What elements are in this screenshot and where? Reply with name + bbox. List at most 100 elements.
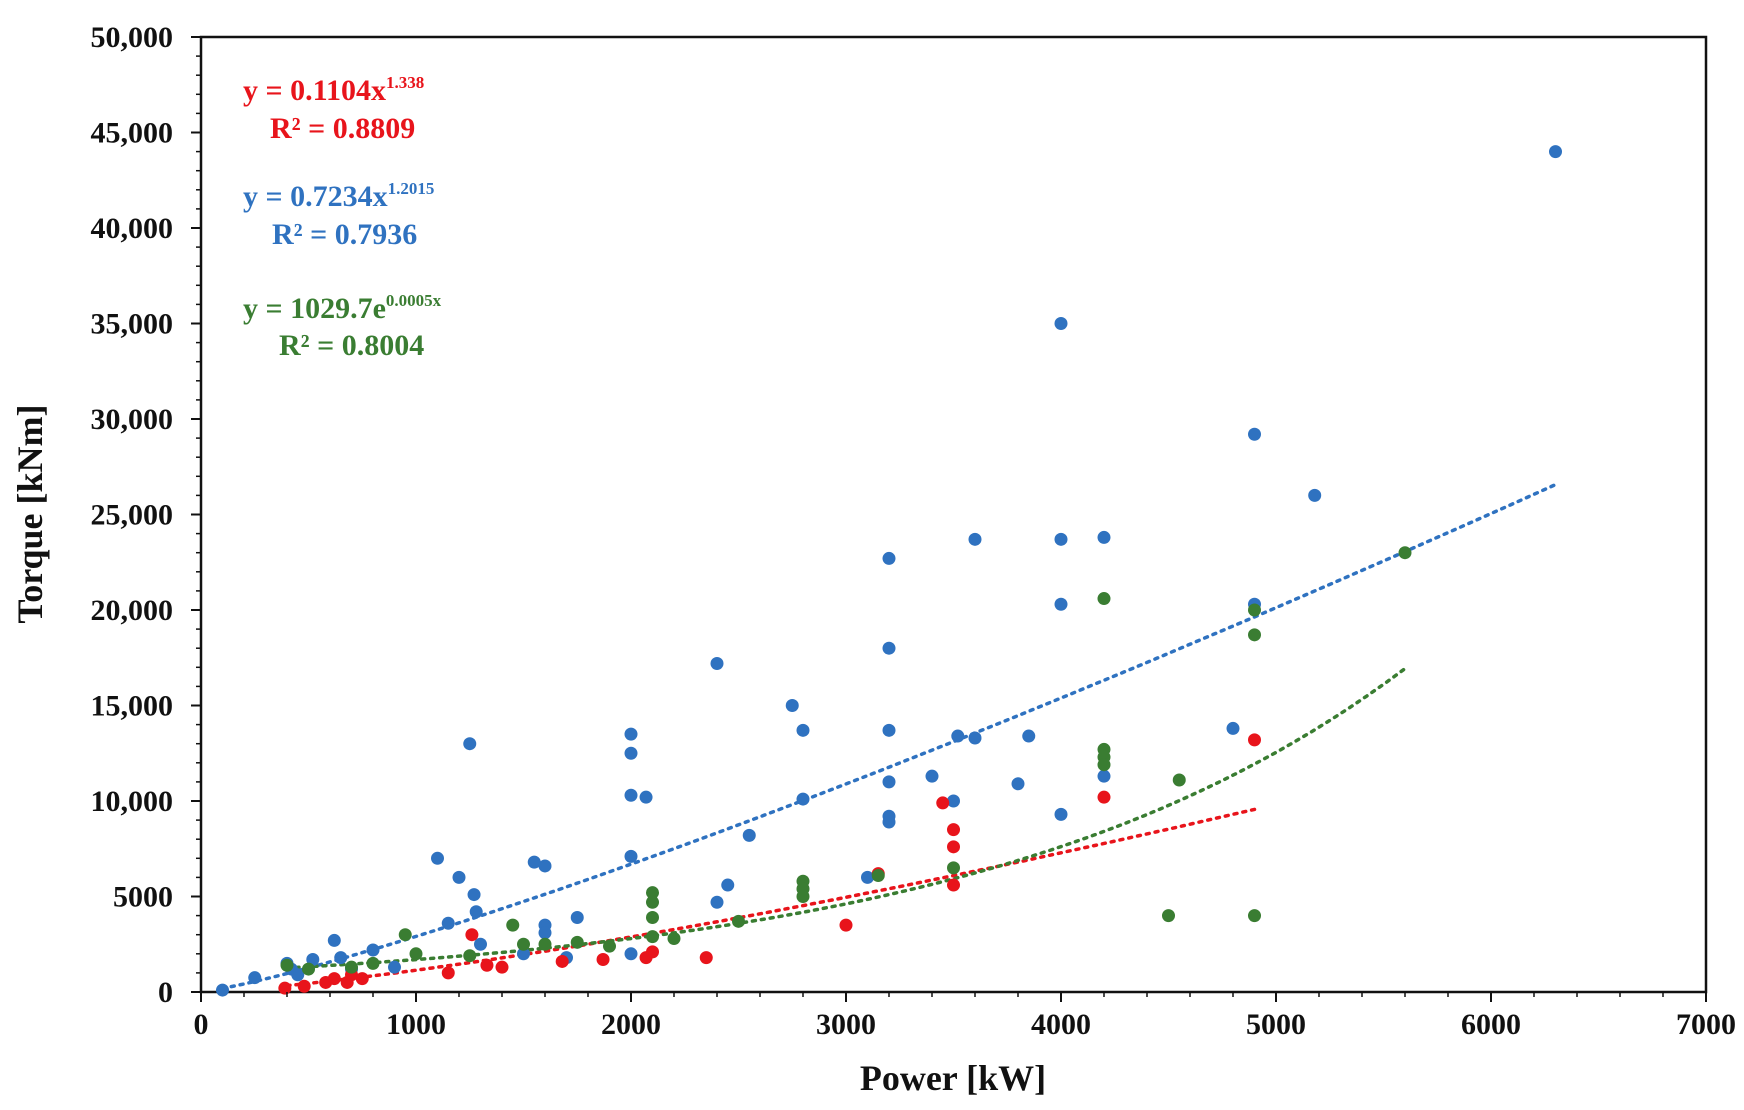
x-tick-label: 2000 bbox=[601, 1008, 661, 1041]
x-axis-title: Power [kW] bbox=[860, 1058, 1046, 1098]
blue-data-point bbox=[1248, 427, 1261, 441]
green-data-point bbox=[345, 960, 358, 974]
svg-text:y = 1029.7e0.0005x: y = 1029.7e0.0005x bbox=[243, 291, 442, 325]
blue-data-point bbox=[624, 947, 638, 961]
trendlines bbox=[220, 482, 1558, 991]
green-r2-text: R² = 0.8004 bbox=[279, 329, 424, 362]
green-equation-exponent: 0.0005x bbox=[386, 291, 442, 310]
blue-data-point bbox=[366, 943, 380, 957]
blue-data-point bbox=[291, 968, 305, 982]
green-data-point bbox=[463, 949, 477, 963]
red-data-point bbox=[441, 966, 455, 980]
red-data-point bbox=[936, 796, 950, 810]
blue-data-point bbox=[624, 727, 638, 741]
red-data-point bbox=[465, 928, 479, 942]
blue-data-point bbox=[796, 792, 810, 806]
green-data-point bbox=[1248, 628, 1261, 642]
green-data-point bbox=[646, 911, 659, 925]
blue-data-point bbox=[968, 731, 982, 745]
axis-ticks: 0 1000 2000 3000 4000 5000 6000 7000 0 5000 10,000… bbox=[91, 21, 1737, 1041]
blue-trendline bbox=[220, 482, 1558, 991]
blue-data-point bbox=[925, 769, 939, 783]
green-data-point bbox=[517, 937, 530, 951]
red-trendline bbox=[285, 807, 1257, 988]
red-data-point bbox=[278, 981, 292, 995]
green-data-point bbox=[1398, 546, 1412, 560]
blue-data-point bbox=[1549, 145, 1562, 159]
green-data-point bbox=[1248, 909, 1261, 923]
green-data-point bbox=[570, 935, 584, 949]
blue-data-point bbox=[1054, 317, 1068, 330]
blue-data-point bbox=[467, 888, 481, 902]
y-tick-label: 20,000 bbox=[91, 594, 174, 627]
x-tick-label: 6000 bbox=[1461, 1008, 1521, 1041]
red-data-point bbox=[947, 878, 960, 892]
y-tick-label: 30,000 bbox=[91, 403, 174, 436]
svg-text:y = 0.7234x1.2015: y = 0.7234x1.2015 bbox=[243, 179, 434, 213]
y-axis-title: Torque [kNm] bbox=[10, 404, 50, 623]
red-data-point bbox=[495, 960, 509, 974]
blue-data-point bbox=[441, 916, 455, 930]
red-equation-annotation: y = 0.1104x1.338 R² = 0.8809 bbox=[243, 73, 424, 145]
blue-data-point bbox=[710, 895, 724, 909]
green-data-point bbox=[947, 861, 960, 875]
blue-data-point bbox=[1022, 729, 1036, 743]
red-data-point bbox=[327, 972, 341, 986]
y-tick-label: 45,000 bbox=[91, 117, 174, 150]
green-data-point bbox=[667, 932, 681, 946]
red-data-point bbox=[947, 823, 960, 837]
blue-data-point bbox=[327, 933, 341, 947]
blue-data-point bbox=[1226, 721, 1240, 735]
green-data-point bbox=[646, 930, 659, 944]
blue-data-point bbox=[1097, 530, 1111, 544]
green-trendline bbox=[285, 666, 1407, 970]
red-equation-text: y = 0.1104x bbox=[243, 74, 386, 107]
y-tick-label: 15,000 bbox=[91, 690, 174, 723]
blue-data-point bbox=[624, 849, 638, 863]
blue-data-point bbox=[882, 723, 896, 737]
blue-data-point bbox=[710, 656, 724, 670]
y-tick-label: 40,000 bbox=[91, 212, 174, 245]
y-tick-label: 50,000 bbox=[91, 21, 174, 54]
x-tick-label: 0 bbox=[194, 1008, 209, 1041]
green-data-point bbox=[409, 947, 423, 961]
red-data-point bbox=[839, 918, 853, 932]
blue-data-point bbox=[538, 926, 552, 940]
blue-data-point bbox=[1054, 532, 1068, 546]
red-data-point bbox=[699, 951, 713, 965]
green-data-point bbox=[796, 890, 810, 903]
blue-data-point bbox=[785, 699, 799, 712]
green-data-point bbox=[646, 895, 659, 909]
green-data-point bbox=[302, 962, 315, 976]
green-data-point bbox=[280, 958, 294, 972]
blue-data-point bbox=[882, 815, 896, 829]
blue-data-point bbox=[1011, 777, 1025, 791]
blue-data-point bbox=[216, 983, 229, 997]
blue-data-point bbox=[951, 729, 965, 743]
green-data-point bbox=[366, 956, 380, 970]
red-data-point bbox=[947, 840, 960, 854]
green-data-point bbox=[1097, 592, 1111, 606]
red-data-point bbox=[596, 953, 610, 967]
blue-equation-exponent: 1.2015 bbox=[388, 179, 435, 198]
x-tick-label: 4000 bbox=[1031, 1008, 1091, 1041]
blue-data-point bbox=[721, 878, 735, 892]
y-tick-label: 5000 bbox=[113, 881, 173, 914]
blue-data-point bbox=[1054, 807, 1068, 821]
green-data-point bbox=[646, 886, 659, 900]
y-tick-label: 35,000 bbox=[91, 308, 174, 341]
blue-data-point bbox=[882, 775, 896, 789]
y-tick-label: 25,000 bbox=[91, 499, 174, 532]
blue-data-point bbox=[624, 788, 638, 802]
blue-data-point bbox=[796, 723, 810, 737]
blue-data-point bbox=[452, 870, 466, 884]
red-r2-text: R² = 0.8809 bbox=[270, 112, 415, 145]
blue-data-point bbox=[334, 951, 348, 965]
blue-data-point bbox=[527, 855, 541, 869]
red-data-point bbox=[1248, 733, 1261, 747]
blue-data-point bbox=[248, 971, 262, 985]
x-tick-label: 1000 bbox=[386, 1008, 446, 1041]
blue-data-point bbox=[742, 828, 756, 842]
red-data-point bbox=[555, 954, 569, 968]
